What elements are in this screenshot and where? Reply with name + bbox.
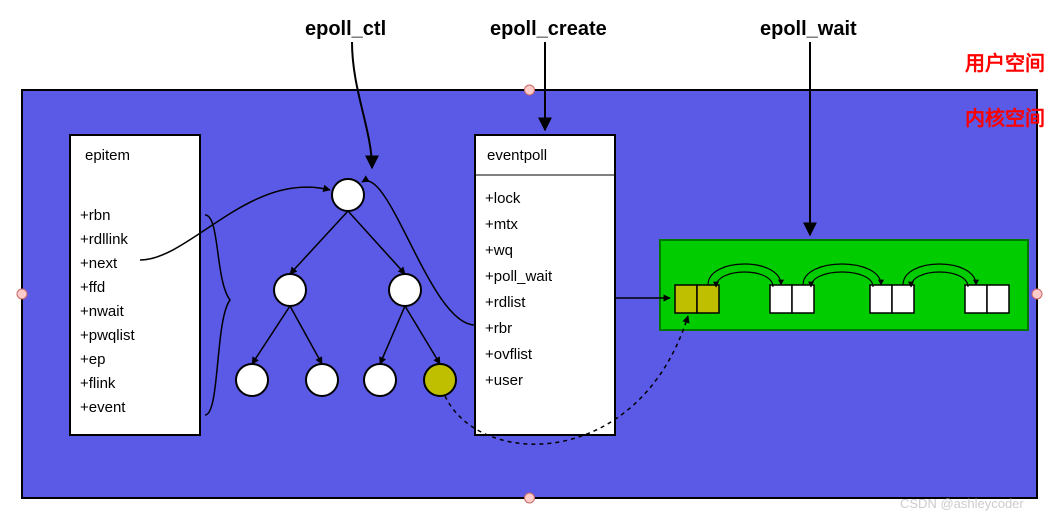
tree-node xyxy=(332,179,364,211)
tree-node xyxy=(306,364,338,396)
eventpoll-box xyxy=(475,135,615,435)
list-cell xyxy=(675,285,697,313)
epitem-field: +event xyxy=(80,399,126,416)
epitem-field: +rbn xyxy=(80,207,110,224)
epitem-title: epitem xyxy=(85,147,130,164)
tree-node xyxy=(389,274,421,306)
epitem-field: +nwait xyxy=(80,303,125,320)
eventpoll-field: +ovflist xyxy=(485,346,533,363)
epitem-field: +flink xyxy=(80,375,116,392)
list-cell xyxy=(697,285,719,313)
eventpoll-field: +wq xyxy=(485,242,513,259)
label-epoll-wait: epoll_wait xyxy=(760,18,857,40)
label-kernel-space: 内核空间 xyxy=(965,106,1045,130)
diagram-svg: epoll_ctl epoll_create epoll_wait 用户空间内核空间 e… xyxy=(0,0,1063,516)
diagram-container: epoll_ctl epoll_create epoll_wait 用户空间内核空间 e… xyxy=(0,0,1063,516)
tree-node xyxy=(364,364,396,396)
tree-node xyxy=(424,364,456,396)
list-cell xyxy=(792,285,814,313)
eventpoll-field: +rdlist xyxy=(485,294,526,311)
connector-dot xyxy=(1032,289,1042,299)
eventpoll-field: +lock xyxy=(485,190,521,207)
eventpoll-field: +poll_wait xyxy=(485,268,553,285)
label-epoll-create: epoll_create xyxy=(490,18,607,40)
list-cell xyxy=(987,285,1009,313)
eventpoll-title: eventpoll xyxy=(487,147,547,164)
watermark: CSDN @ashleycoder xyxy=(900,496,1024,511)
connector-dot xyxy=(525,85,535,95)
epitem-field: +pwqlist xyxy=(80,327,135,344)
label-user-space: 用户空间 xyxy=(965,51,1045,75)
epitem-field: +ffd xyxy=(80,279,105,296)
tree-node xyxy=(236,364,268,396)
eventpoll-field: +mtx xyxy=(485,216,518,233)
tree-node xyxy=(274,274,306,306)
list-cell xyxy=(965,285,987,313)
eventpoll-field: +user xyxy=(485,372,523,389)
eventpoll-field: +rbr xyxy=(485,320,512,337)
connector-dot xyxy=(17,289,27,299)
epitem-field: +ep xyxy=(80,351,105,368)
epitem-field: +next xyxy=(80,255,118,272)
list-cell xyxy=(870,285,892,313)
epitem-field: +rdllink xyxy=(80,231,128,248)
connector-dot xyxy=(525,493,535,503)
list-cell xyxy=(892,285,914,313)
label-epoll-ctl: epoll_ctl xyxy=(305,18,386,40)
list-cell xyxy=(770,285,792,313)
